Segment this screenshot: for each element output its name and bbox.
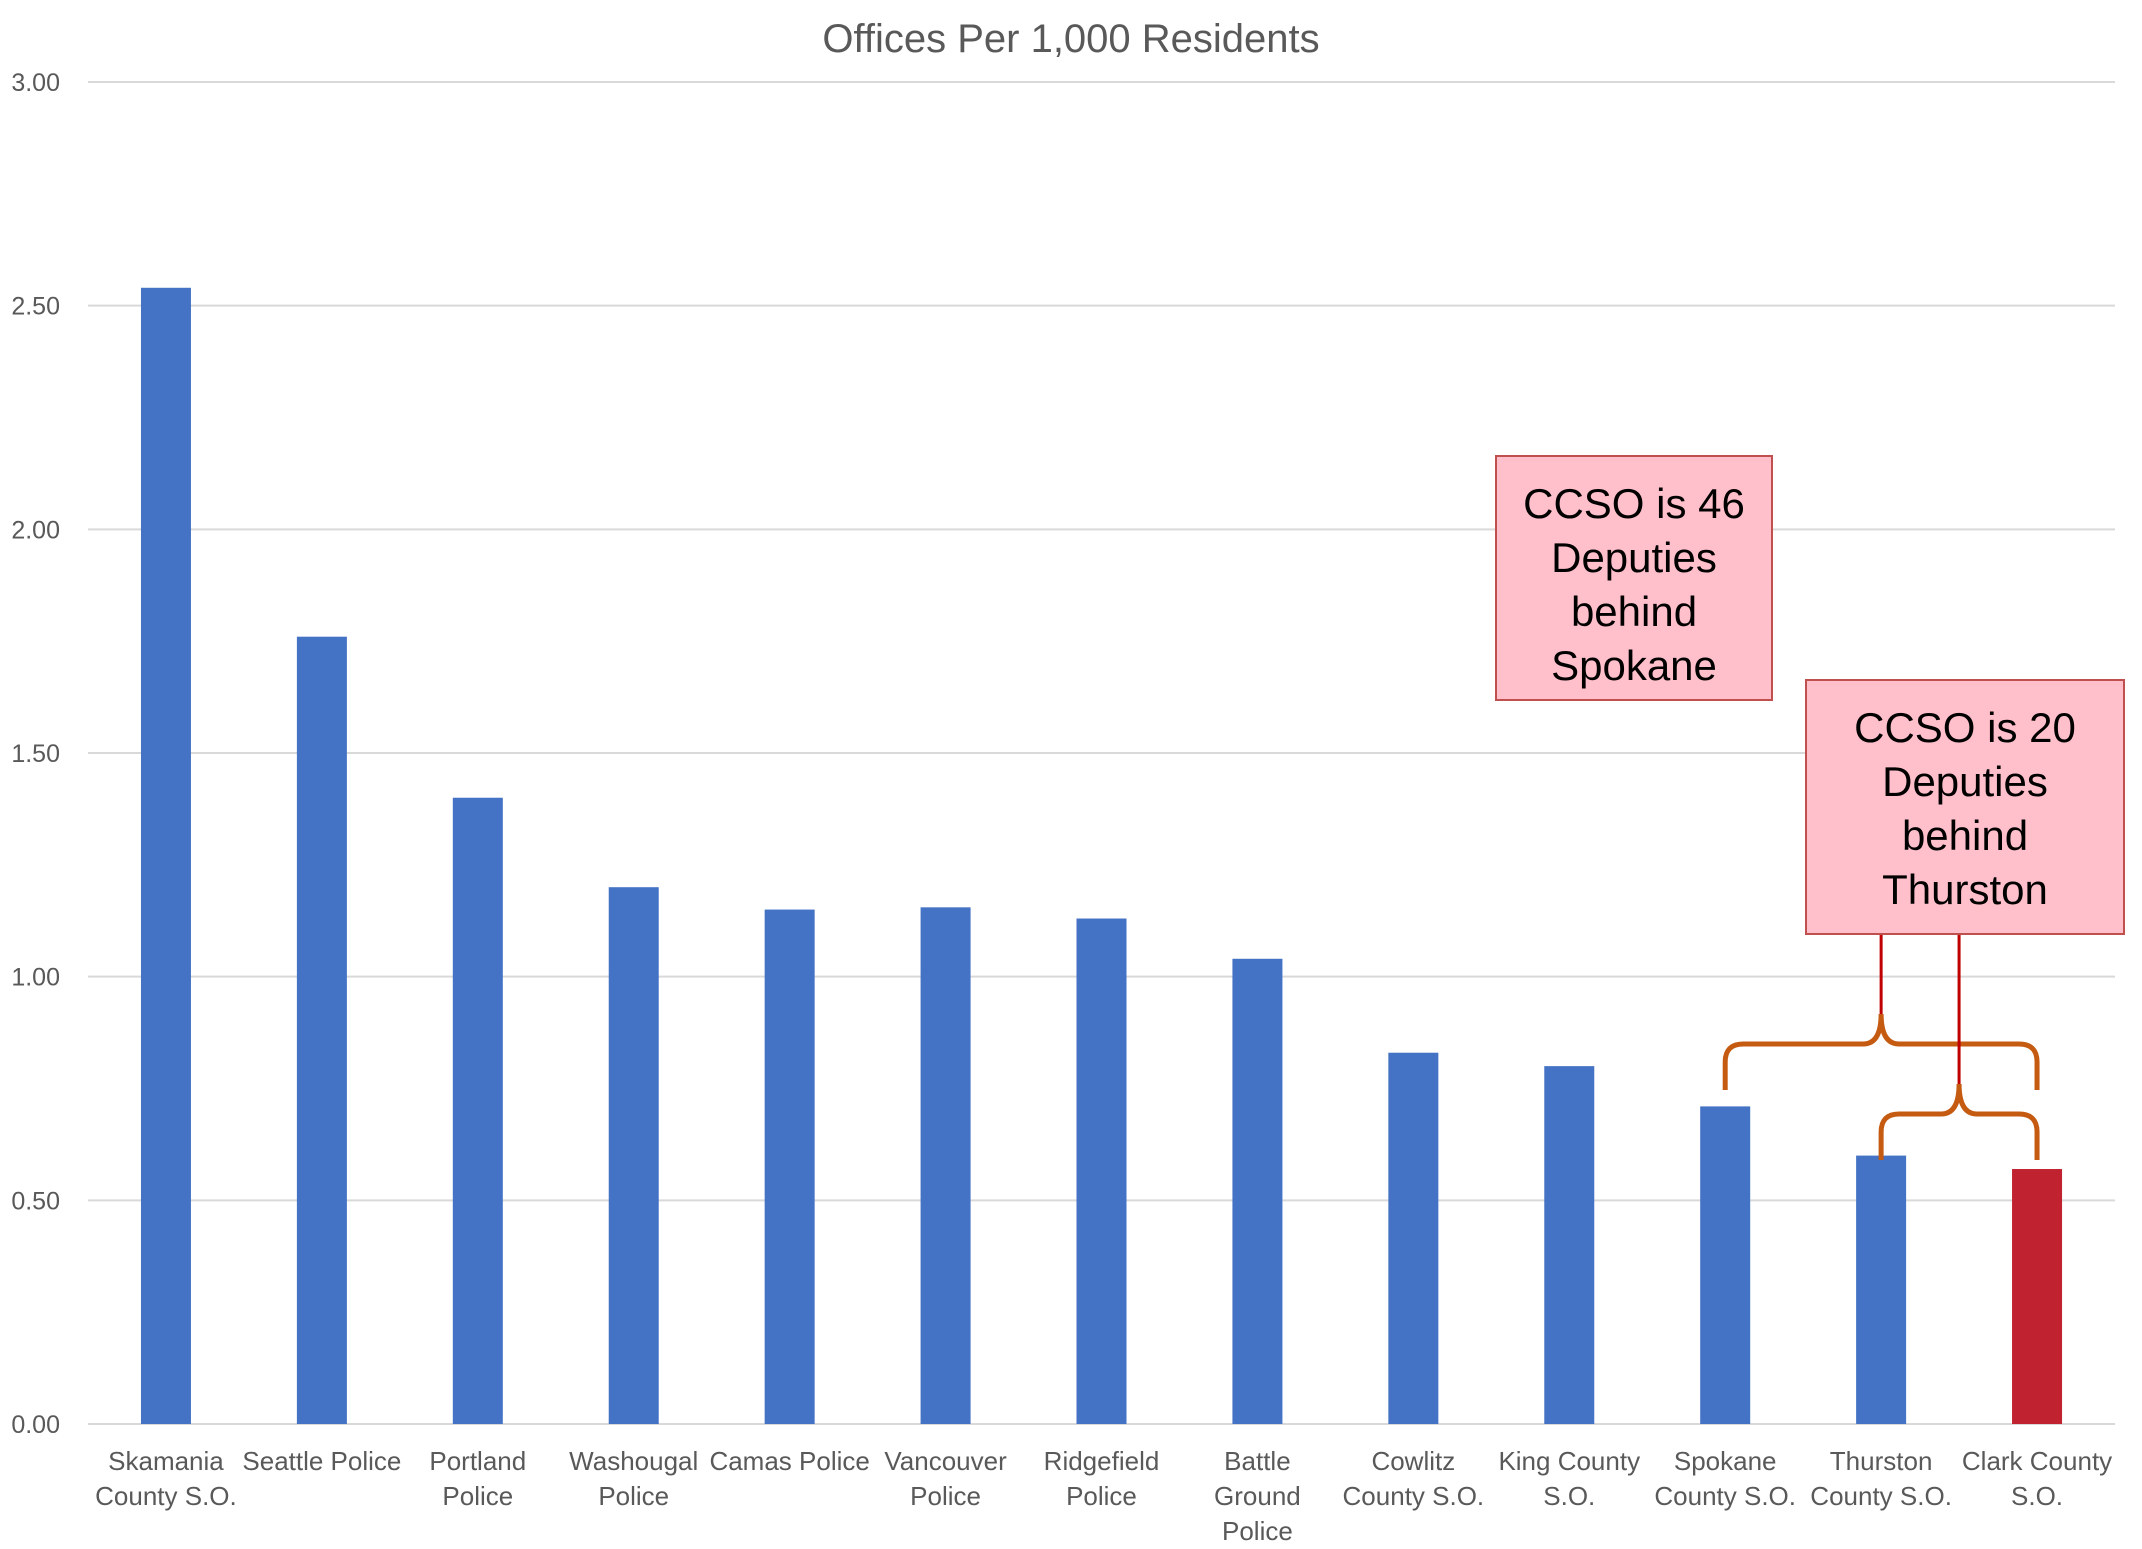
y-tick-label: 3.00 xyxy=(11,69,60,97)
callout-box xyxy=(1805,679,2125,935)
bar xyxy=(140,287,191,1425)
annotations: CCSO is 46 Deputies behind Spokane CCSO is 2… xyxy=(1495,455,2125,1160)
bar xyxy=(920,907,971,1424)
bar xyxy=(1700,1106,1751,1424)
x-tick-label: Vancouver Police xyxy=(884,1446,1007,1511)
callout-text: CCSO is 20 xyxy=(1854,704,2076,751)
x-tick-label-line: County S.O. xyxy=(95,1481,237,1511)
callout-text: Deputies xyxy=(1551,534,1717,581)
x-tick-label-line: Ridgefield xyxy=(1044,1446,1160,1476)
bar xyxy=(764,909,815,1424)
callout: CCSO is 46 Deputies behind Spokane xyxy=(1495,455,2040,1090)
x-tick-label-line: Police xyxy=(598,1481,669,1511)
x-tick-label: Skamania County S.O. xyxy=(95,1446,237,1511)
x-tick-label-line: Police xyxy=(910,1481,981,1511)
callout-text: Thurston xyxy=(1882,866,2048,913)
x-tick-label-line: Camas Police xyxy=(709,1446,869,1476)
x-tick-label: Battle Ground Police xyxy=(1214,1446,1301,1546)
bar xyxy=(1076,918,1127,1424)
x-tick-label-line: Clark County xyxy=(1962,1446,2112,1476)
x-tick-label: Ridgefield Police xyxy=(1044,1446,1160,1511)
y-tick-label: 0.00 xyxy=(11,1411,60,1439)
bar xyxy=(452,797,503,1424)
x-tick-label: Camas Police xyxy=(709,1446,869,1476)
chart-title: Offices Per 1,000 Residents xyxy=(822,17,1319,61)
callout-text: Deputies xyxy=(1882,758,2048,805)
x-tick-label-line: County S.O. xyxy=(1654,1481,1796,1511)
x-tick-label-line: S.O. xyxy=(1543,1481,1595,1511)
callout-text: Spokane xyxy=(1551,642,1717,689)
x-tick-label-line: Thurston xyxy=(1830,1446,1933,1476)
bars xyxy=(140,287,2063,1425)
callout-text: behind xyxy=(1571,588,1697,635)
bar xyxy=(1856,1155,1907,1424)
x-tick-label: Thurston County S.O. xyxy=(1810,1446,1952,1511)
x-tick-label-line: S.O. xyxy=(2011,1481,2063,1511)
x-tick-label-line: King County xyxy=(1498,1446,1640,1476)
bracket xyxy=(1722,1013,2040,1090)
x-tick-label-line: Cowlitz xyxy=(1371,1446,1455,1476)
y-tick-label: 2.00 xyxy=(11,516,60,544)
x-tick-label-line: County S.O. xyxy=(1810,1481,1952,1511)
bar xyxy=(1544,1066,1595,1424)
x-tick-label-line: Skamania xyxy=(108,1446,224,1476)
x-tick-label-line: Battle xyxy=(1224,1446,1291,1476)
y-axis-ticks: 0.00 0.50 1.00 1.50 2.00 2.50 3.00 xyxy=(11,69,60,1439)
y-tick-label: 1.00 xyxy=(11,964,60,992)
x-tick-label: Washougal Police xyxy=(569,1446,698,1511)
callout-box xyxy=(1495,455,1773,701)
callout-text: behind xyxy=(1902,812,2028,859)
x-tick-label-line: Police xyxy=(442,1481,513,1511)
x-tick-label-line: Vancouver xyxy=(884,1446,1007,1476)
y-tick-label: 2.50 xyxy=(11,293,60,321)
y-tick-label: 1.50 xyxy=(11,740,60,768)
bar xyxy=(608,887,659,1424)
bracket xyxy=(1878,1083,2040,1160)
x-tick-label: Seattle Police xyxy=(242,1446,401,1476)
x-tick-label-line: Police xyxy=(1066,1481,1137,1511)
x-tick-label: King County S.O. xyxy=(1498,1446,1640,1511)
callout-text: CCSO is 46 xyxy=(1523,480,1745,527)
x-tick-label-line: Police xyxy=(1222,1516,1293,1544)
bar xyxy=(1388,1052,1439,1424)
y-tick-label: 0.50 xyxy=(11,1187,60,1215)
x-tick-label-line: County S.O. xyxy=(1343,1481,1485,1511)
x-tick-label-line: Portland xyxy=(429,1446,526,1476)
x-tick-label-line: Seattle Police xyxy=(242,1446,401,1476)
x-tick-label-line: Washougal xyxy=(569,1446,698,1476)
bar xyxy=(296,636,347,1424)
x-tick-label: Portland Police xyxy=(429,1446,526,1511)
x-tick-label-line: Ground xyxy=(1214,1481,1301,1511)
callout: CCSO is 20 Deputies behind Thurston xyxy=(1805,679,2125,1160)
x-tick-label: Spokane County S.O. xyxy=(1654,1446,1796,1511)
x-tick-label: Cowlitz County S.O. xyxy=(1343,1446,1485,1511)
bar xyxy=(2012,1169,2063,1424)
x-tick-label: Clark County S.O. xyxy=(1962,1446,2112,1511)
x-tick-label-line: Spokane xyxy=(1674,1446,1777,1476)
bar xyxy=(1232,958,1283,1424)
